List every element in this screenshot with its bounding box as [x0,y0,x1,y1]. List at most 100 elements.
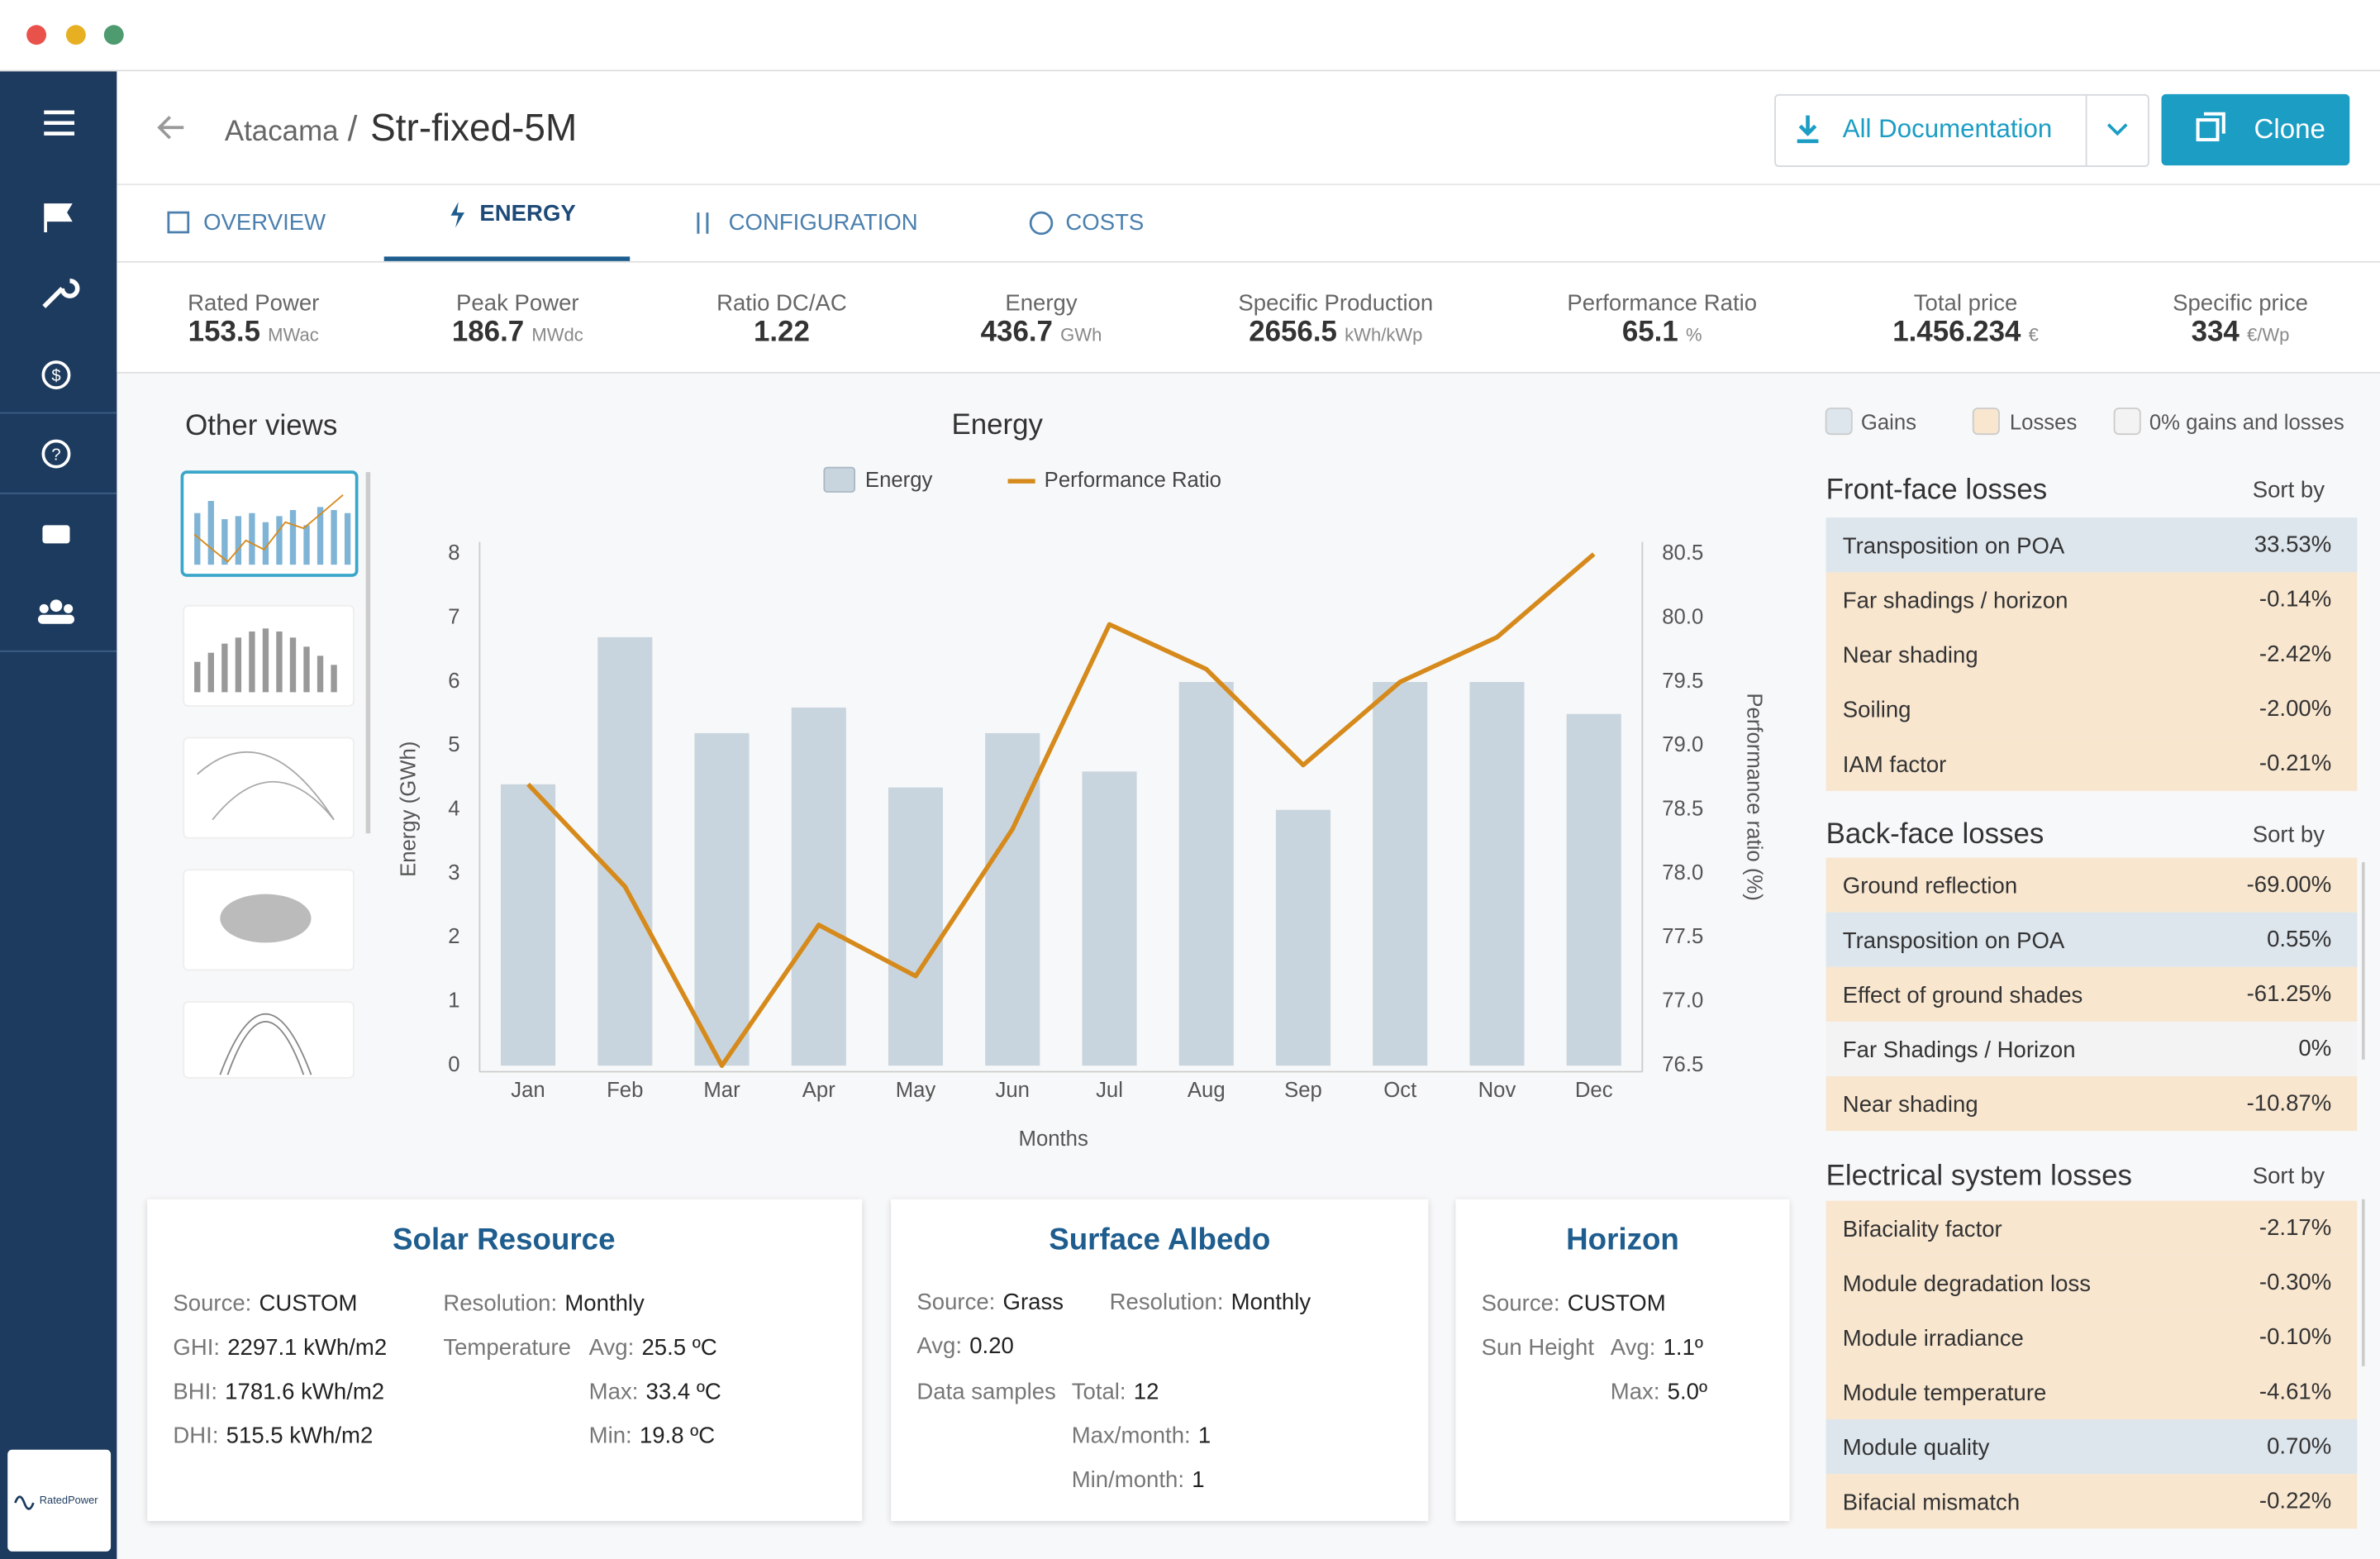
legend-label: Energy [865,469,933,492]
y-tick-label: 6 [448,670,459,693]
field-label: Min: [588,1423,632,1449]
field-label: Sun Height [1481,1335,1594,1361]
loss-value: -69.00% [2246,872,2332,899]
card [147,1199,863,1522]
field-value: 0.20 [969,1333,1014,1360]
loss-value: 0.70% [2267,1433,2332,1460]
bar [1178,682,1234,1066]
field-value: Monthly [1230,1290,1311,1316]
kpi-label: Total price [1913,290,2018,317]
kpi-value-group: 65.1% [1622,318,1702,347]
tab[interactable]: OVERVIEW [203,210,326,236]
kpi-value: 65.1 [1621,316,1678,349]
loss-value: -2.42% [2259,641,2332,668]
kpi-value: 2656.5 [1249,316,1337,349]
costs-tab-icon [1029,211,1054,236]
configuration-icon [697,212,709,234]
clone-label[interactable]: Clone [2254,113,2325,145]
sort-button[interactable]: Sort by [2252,1163,2325,1190]
loss-label: Soiling [1842,697,1911,724]
field-label: Total: [1071,1379,1126,1405]
loss-label: Module irradiance [1842,1326,2024,1352]
loss-value: -10.87% [2246,1090,2332,1117]
loss-label: IAM factor [1842,751,1947,779]
users-icon[interactable] [37,599,75,624]
loss-value: -0.14% [2259,586,2332,613]
y2-tick-label: 76.5 [1662,1053,1703,1076]
loss-value: -0.10% [2259,1324,2332,1351]
kpi-unit: GWh [1060,324,1102,346]
field-value: 1 [1192,1466,1205,1494]
menu-icon[interactable] [44,110,75,136]
logo: RatedPower [39,1495,98,1507]
briefcase-icon[interactable] [42,525,70,544]
y2-tick-label: 79.0 [1662,733,1703,756]
sort-button[interactable]: Sort by [2252,477,2325,503]
y2-tick-label: 77.5 [1662,925,1703,948]
loss-value: -61.25% [2246,981,2332,1008]
minimize[interactable] [65,25,86,45]
scrollbar[interactable] [2361,1199,2365,1366]
section-title: Back-face losses [1825,818,2044,851]
help-icon[interactable]: ? [41,439,71,469]
loss-value: 0.55% [2267,927,2332,953]
wrench-icon[interactable] [42,278,80,308]
field-label: Avg: [588,1335,635,1361]
tab[interactable]: COSTS [1065,210,1145,236]
loss-row [1825,1200,2358,1256]
field-label: Data samples [916,1379,1056,1405]
field-value: 2297.1 kWh/m2 [227,1335,388,1361]
legend-label: Gains [1860,409,1917,435]
field-value: 12 [1133,1379,1159,1405]
loss-row [1825,1309,2358,1365]
clone-button[interactable] [2161,93,2350,166]
y-tick-label: 7 [448,605,459,628]
tab[interactable]: ENERGY [479,201,576,227]
bar [791,707,846,1066]
sort-button[interactable]: Sort by [2252,822,2325,848]
field-label: Resolution: [443,1290,558,1318]
kpi-value-group: 1.22 [754,318,810,347]
sidebar: $ ? [0,71,117,1559]
divider [117,371,2380,374]
y2-tick-label: 78.0 [1662,861,1703,884]
y-tick-label: 0 [448,1053,459,1076]
bar [985,732,1040,1066]
x-tick-label: Apr [802,1079,835,1102]
bar [888,787,944,1066]
section-title: Front-face losses [1825,474,2048,507]
kpi-label: Peak Power [456,290,579,317]
kpi-unit: € [2028,324,2039,346]
close[interactable] [26,25,47,45]
kpi-label: Specific Production [1238,290,1434,317]
maximize[interactable] [103,25,124,45]
loss-row [1825,736,2358,791]
flag-icon[interactable] [44,203,73,232]
kpi-value-group: 436.7 GWh [981,318,1102,347]
field-label: Resolution: [1109,1290,1224,1316]
loss-row [1825,572,2358,627]
field-value: 1 [1197,1423,1211,1449]
chevron[interactable] [2106,123,2128,136]
breadcrumb-project[interactable]: Atacama [224,116,339,149]
loss-label: Transposition on POA [1842,927,2065,955]
documentation-label[interactable]: All Documentation [1842,114,2053,144]
tab[interactable]: CONFIGURATION [728,210,918,236]
field-label: Max: [588,1379,639,1405]
logo-box [7,1449,112,1552]
y-tick-label: 8 [448,541,459,565]
back-arrow[interactable] [157,116,184,140]
field-label: Temperature [443,1335,572,1361]
costs-icon[interactable]: $ [41,360,71,390]
field-label: DHI: [173,1423,219,1449]
field-value: 1.1º [1663,1335,1703,1361]
loss-value: 33.53% [2254,532,2332,558]
x-tick-label: Oct [1383,1079,1416,1102]
field-label: Max/month: [1071,1423,1191,1449]
kpi-label: Ratio DC/AC [716,290,847,317]
loss-label: Transposition on POA [1842,533,2065,560]
scrollbar[interactable] [2361,862,2365,1060]
field-label: Max: [1610,1379,1660,1405]
y2-tick-label: 79.5 [1662,670,1703,693]
